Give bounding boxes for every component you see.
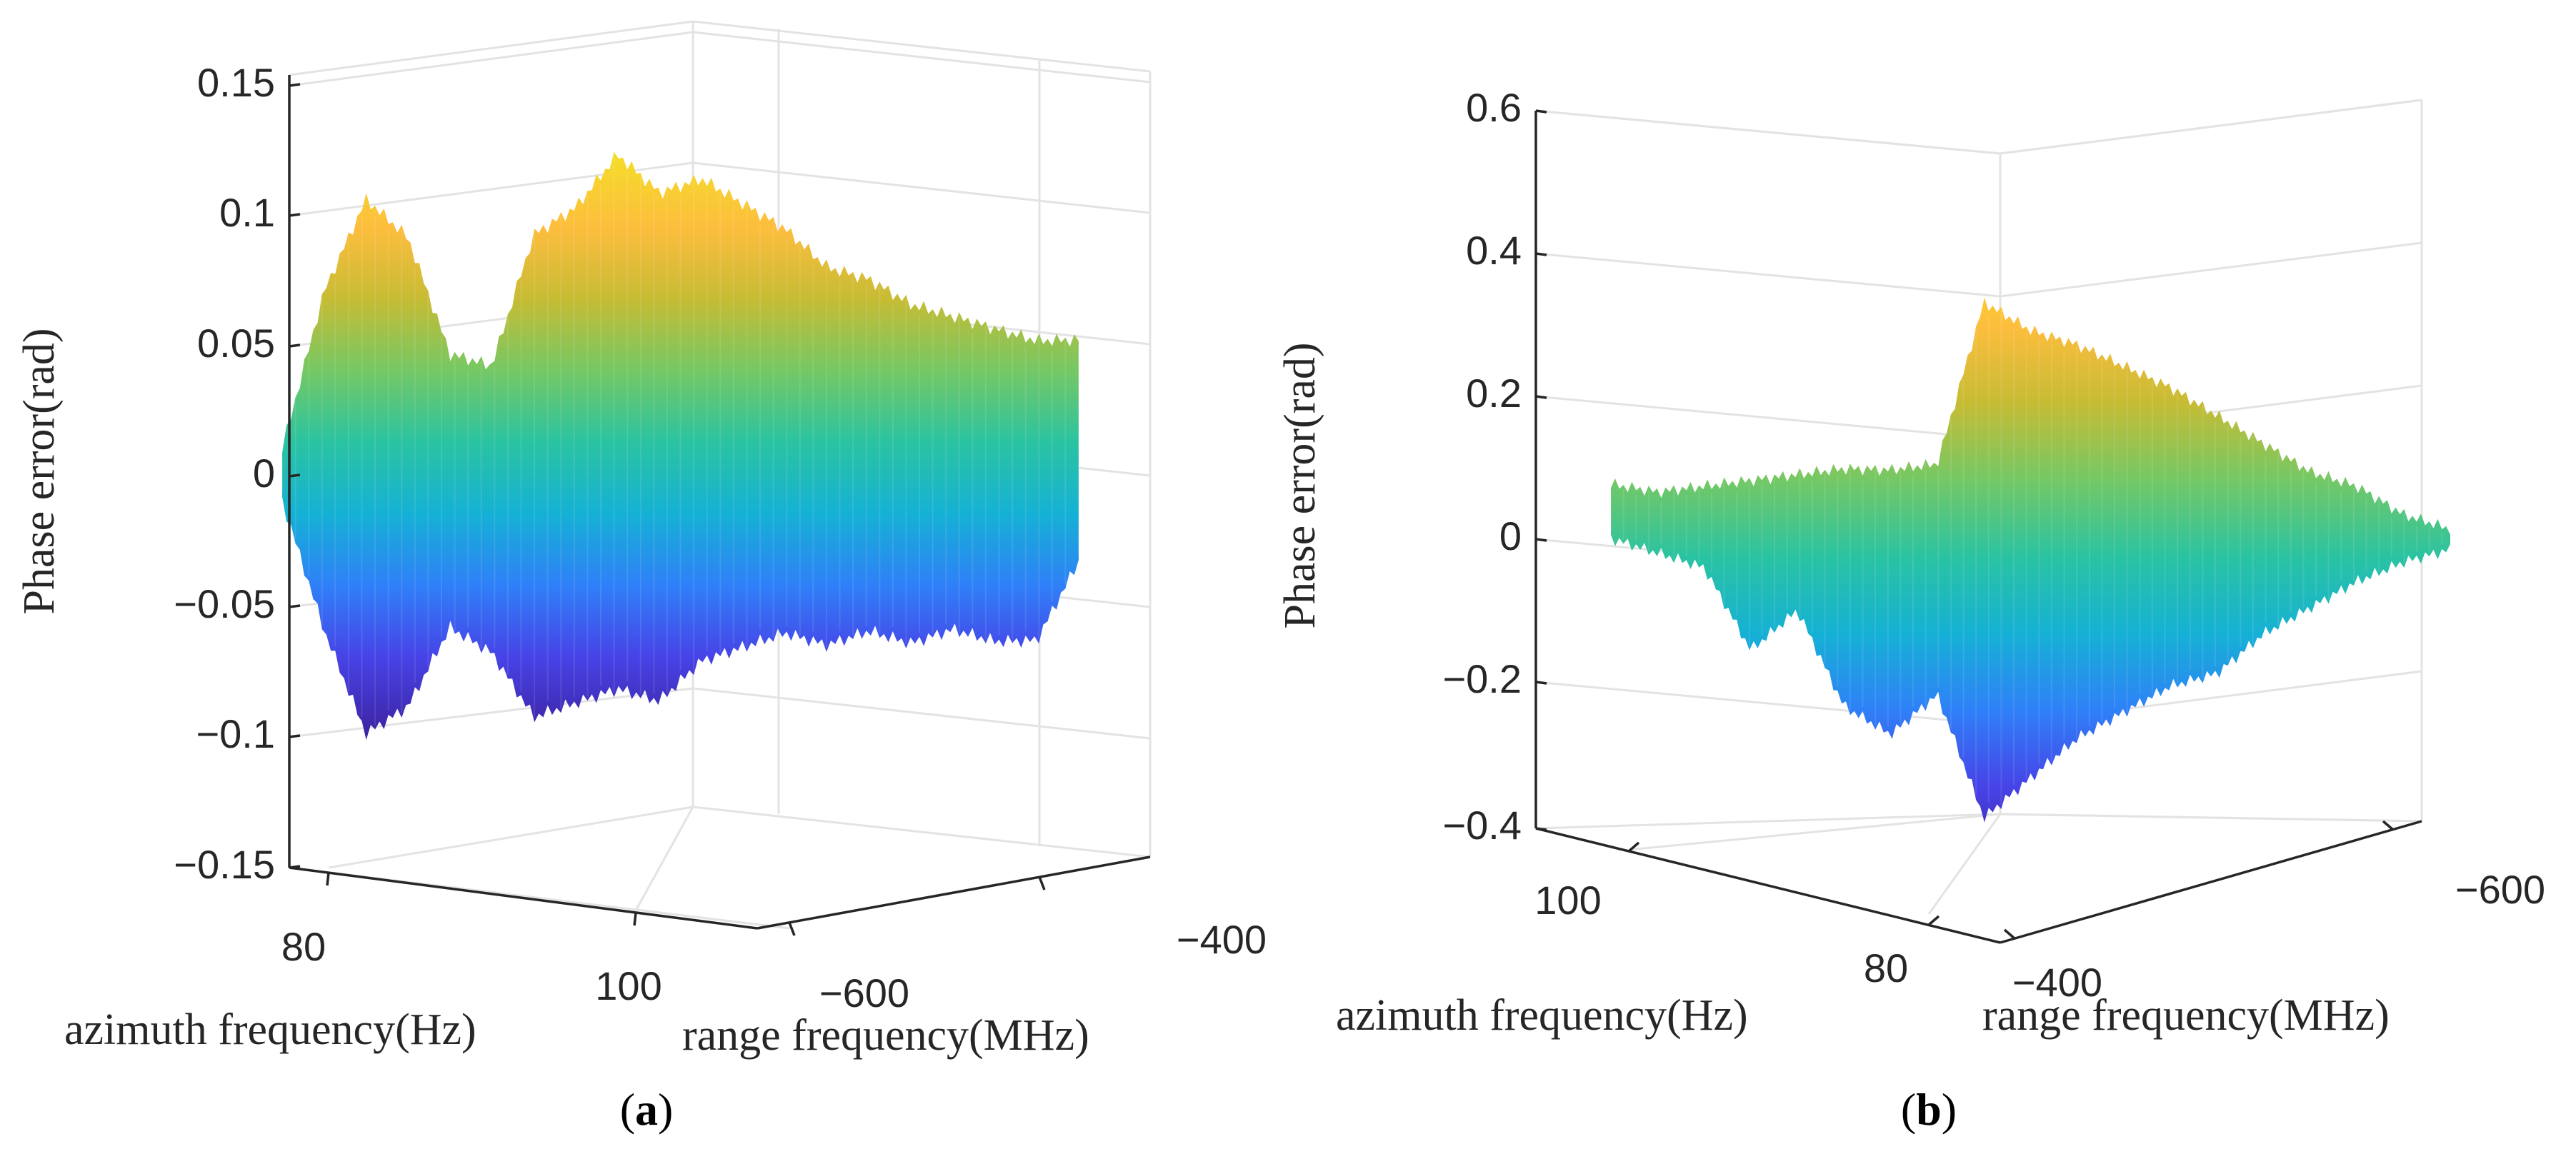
y-axis-label-b: range frequency(MHz) bbox=[1982, 991, 2390, 1040]
z-tick-a-3: 0 bbox=[253, 451, 275, 496]
x-tick-b-1: 80 bbox=[1864, 945, 1908, 990]
surface-b bbox=[1610, 297, 2450, 823]
caption-a-close: ) bbox=[658, 1084, 673, 1135]
z-tick-a-4: −0.05 bbox=[174, 581, 275, 626]
z-tick-a-0: 0.15 bbox=[197, 60, 275, 105]
y-axis-label-a: range frequency(MHz) bbox=[682, 1011, 1089, 1060]
z-tick-b-1: 0.4 bbox=[1466, 228, 1522, 273]
caption-b-open: ( bbox=[1901, 1084, 1916, 1135]
z-tick-b-2: 0.2 bbox=[1466, 371, 1522, 416]
y-tick-b-0: −400 bbox=[2012, 960, 2102, 1005]
x-axis-label-b: azimuth frequency(Hz) bbox=[1336, 991, 1748, 1040]
z-tick-b-4: −0.2 bbox=[1442, 656, 1522, 701]
caption-a-open: ( bbox=[620, 1084, 635, 1135]
surface-a-body bbox=[282, 151, 1079, 741]
z-tick-b-3: 0 bbox=[1499, 513, 1522, 558]
z-tick-a-2: 0.05 bbox=[197, 321, 275, 366]
y-axis-line-a bbox=[757, 856, 1151, 930]
caption-b: (b) bbox=[1901, 1084, 1957, 1135]
y-tick-a-0: −600 bbox=[819, 970, 909, 1015]
z-axis-label-b: Phase error(rad) bbox=[1276, 342, 1324, 628]
z-tick-a-6: −0.15 bbox=[174, 842, 275, 887]
caption-b-close: ) bbox=[1942, 1084, 1957, 1135]
y-axis-line-b bbox=[2000, 820, 2422, 944]
panel-a-axes bbox=[288, 75, 1151, 936]
surface-a bbox=[281, 151, 1079, 741]
y-tick-b-1: −600 bbox=[2455, 867, 2545, 912]
x-tick-b-0: 100 bbox=[1534, 878, 1601, 923]
z-tick-b-0: 0.6 bbox=[1466, 85, 1522, 130]
x-tick-a-0: 80 bbox=[281, 924, 326, 969]
caption-a-letter: a bbox=[635, 1084, 658, 1135]
x-axis-line-a bbox=[289, 866, 758, 930]
surface-b-body bbox=[1611, 297, 2450, 823]
panel-a-z-tick-labels: 0.15 0.1 0.05 0 −0.05 −0.1 −0.15 bbox=[174, 60, 275, 887]
z-tick-a-5: −0.1 bbox=[196, 711, 275, 756]
z-axis-label-a: Phase error(rad) bbox=[15, 328, 64, 614]
caption-b-letter: b bbox=[1916, 1084, 1942, 1135]
y-tick-a-1: −400 bbox=[1177, 917, 1267, 962]
z-tick-a-1: 0.1 bbox=[219, 190, 275, 235]
panel-b-z-tick-labels: 0.6 0.4 0.2 0 −0.2 −0.4 bbox=[1442, 85, 1522, 848]
x-axis-label-a: azimuth frequency(Hz) bbox=[64, 1005, 476, 1054]
z-tick-b-5: −0.4 bbox=[1442, 803, 1522, 848]
x-tick-a-1: 100 bbox=[595, 963, 662, 1008]
panel-b-axes bbox=[1534, 109, 2422, 944]
panel-a: 0.15 0.1 0.05 0 −0.05 −0.1 −0.15 80 100 … bbox=[15, 20, 1267, 1135]
panel-b: 0.6 0.4 0.2 0 −0.2 −0.4 100 80 −400 −600… bbox=[1276, 85, 2545, 1135]
x-axis-line-b bbox=[1535, 827, 2001, 944]
caption-a: (a) bbox=[620, 1084, 674, 1135]
